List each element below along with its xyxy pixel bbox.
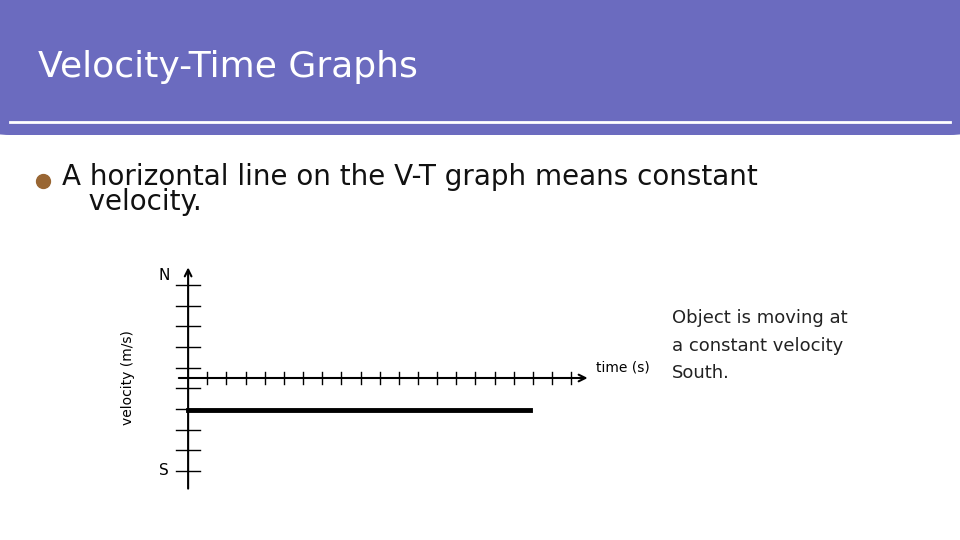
Text: A horizontal line on the V-T graph means constant: A horizontal line on the V-T graph means… (62, 163, 758, 191)
FancyBboxPatch shape (0, 0, 960, 135)
Bar (10, 86, 950, 119)
Text: Object is moving at
a constant velocity
South.: Object is moving at a constant velocity … (672, 309, 848, 382)
Text: Velocity-Time Graphs: Velocity-Time Graphs (38, 51, 419, 84)
Text: velocity (m/s): velocity (m/s) (121, 330, 134, 426)
Text: velocity.: velocity. (62, 188, 203, 217)
Text: N: N (158, 268, 170, 284)
Text: time (s): time (s) (596, 361, 650, 375)
Text: S: S (159, 463, 169, 478)
